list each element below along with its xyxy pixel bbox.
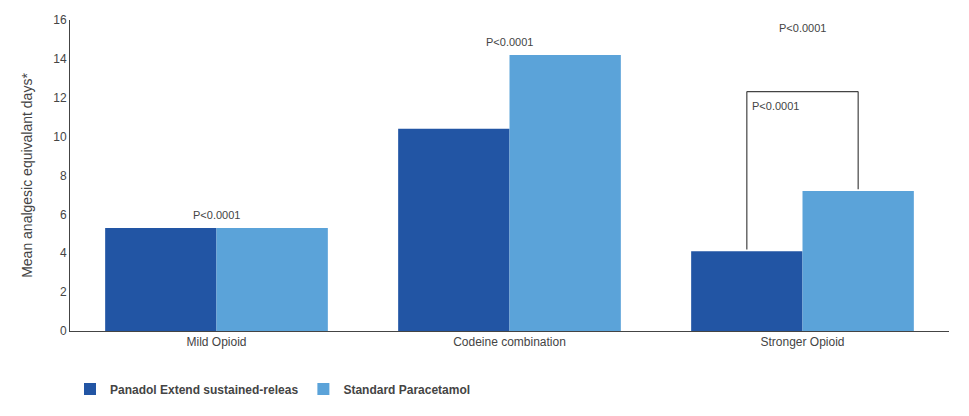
svg-text:Mean analgesic equivalant days: Mean analgesic equivalant days*: [19, 73, 35, 278]
svg-text:8: 8: [60, 169, 67, 183]
svg-text:Stronger Opioid: Stronger Opioid: [760, 335, 844, 349]
svg-text:Codeine combination: Codeine combination: [453, 335, 566, 349]
svg-text:12: 12: [53, 91, 67, 105]
svg-text:4: 4: [60, 246, 67, 260]
svg-text:P<0.0001: P<0.0001: [486, 36, 533, 48]
svg-text:16: 16: [53, 13, 67, 27]
svg-text:6: 6: [60, 208, 67, 222]
svg-text:2: 2: [60, 285, 67, 299]
svg-text:10: 10: [53, 130, 67, 144]
svg-text:Standard Paracetamol: Standard Paracetamol: [343, 383, 470, 397]
svg-text:14: 14: [53, 52, 67, 66]
svg-text:Mild Opioid: Mild Opioid: [186, 335, 246, 349]
svg-text:Panadol Extend sustained-relea: Panadol Extend sustained-releas: [110, 383, 298, 397]
svg-text:P<0.0001: P<0.0001: [193, 209, 240, 221]
svg-text:P<0.0001: P<0.0001: [752, 100, 799, 112]
svg-text:P<0.0001: P<0.0001: [779, 22, 826, 34]
svg-text:0: 0: [60, 324, 67, 338]
